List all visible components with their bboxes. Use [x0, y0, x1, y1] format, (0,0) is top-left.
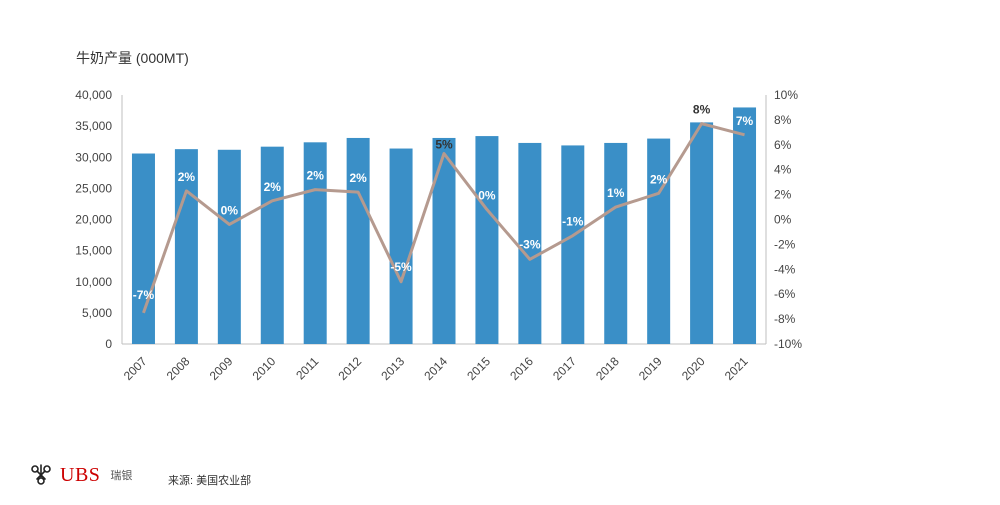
growth-data-label: 7% — [736, 114, 754, 128]
growth-line — [142, 122, 745, 314]
bar — [346, 137, 370, 344]
x-tick-label: 2019 — [636, 354, 665, 383]
bar — [432, 137, 456, 344]
growth-data-label: 5% — [435, 138, 453, 152]
x-tick-label: 2021 — [722, 354, 751, 383]
source-note: 来源: 美国农业部 — [168, 475, 252, 487]
y-left-tick-label: 40,000 — [75, 88, 112, 102]
growth-data-label: 0% — [221, 203, 239, 217]
x-tick-label: 2014 — [421, 354, 450, 383]
bar — [518, 142, 542, 344]
growth-data-label: 2% — [650, 172, 668, 186]
growth-data-label: -5% — [390, 260, 412, 274]
ubs-logo: UBS 瑞银 — [28, 462, 132, 488]
growth-data-label: 2% — [307, 169, 325, 183]
bar — [174, 149, 198, 344]
growth-data-label: 0% — [478, 189, 496, 203]
x-tick-label: 2007 — [121, 354, 150, 383]
y-left-tick-label: 35,000 — [75, 119, 112, 133]
y-left-tick-label: 10,000 — [75, 275, 112, 289]
growth-data-label: 2% — [264, 180, 282, 194]
y-left-tick-label: 30,000 — [75, 150, 112, 164]
ubs-logo-text: UBS — [60, 463, 101, 486]
ubs-keys-icon — [31, 464, 51, 485]
ubs-logo-subtext: 瑞银 — [110, 470, 133, 482]
bar — [690, 122, 714, 344]
y-right-tick-label: 6% — [774, 138, 792, 152]
x-tick-label: 2015 — [464, 354, 493, 383]
y-right-tick-label: -2% — [774, 237, 796, 251]
x-tick-label: 2020 — [679, 354, 708, 383]
y-left-tick-label: 5,000 — [82, 306, 112, 320]
bar — [389, 148, 413, 344]
x-tick-label: 2008 — [164, 354, 193, 383]
y-left-tick-label: 15,000 — [75, 244, 112, 258]
growth-data-label: -1% — [562, 215, 584, 229]
x-tick-label: 2011 — [293, 354, 321, 382]
growth-data-label: 2% — [349, 171, 367, 185]
y-right-tick-label: 10% — [774, 88, 798, 102]
bar — [561, 145, 585, 344]
y-right-tick-label: -8% — [774, 312, 796, 326]
bar — [604, 142, 628, 344]
y-left-tick-label: 0 — [105, 337, 112, 351]
bar — [733, 107, 757, 344]
growth-data-label: 8% — [693, 103, 711, 117]
bar — [475, 136, 499, 344]
bar — [303, 142, 327, 344]
bar — [131, 153, 155, 344]
y-right-tick-label: -10% — [774, 337, 802, 351]
bar — [260, 146, 284, 344]
y-left-tick-label: 25,000 — [75, 181, 112, 195]
y-right-tick-label: -4% — [774, 262, 796, 276]
growth-data-label: 1% — [607, 186, 625, 200]
y-right-tick-label: 8% — [774, 113, 792, 127]
growth-data-label: -7% — [133, 288, 155, 302]
growth-data-label: -3% — [519, 237, 541, 251]
x-tick-label: 2013 — [378, 354, 407, 383]
x-tick-label: 2018 — [593, 354, 622, 383]
y-right-tick-label: 0% — [774, 213, 792, 227]
x-tick-label: 2017 — [550, 354, 579, 383]
y-right-tick-label: -6% — [774, 287, 796, 301]
y-left-tick-label: 20,000 — [75, 213, 112, 227]
bar — [217, 149, 241, 344]
x-tick-label: 2016 — [507, 354, 536, 383]
x-tick-label: 2010 — [250, 354, 279, 383]
bar — [647, 138, 671, 344]
x-tick-label: 2009 — [207, 354, 236, 383]
y-right-tick-label: 2% — [774, 188, 792, 202]
growth-data-label: 2% — [178, 170, 196, 184]
x-tick-label: 2012 — [335, 354, 364, 383]
y-right-tick-label: 4% — [774, 163, 792, 177]
chart-title: 牛奶产量 (000MT) — [76, 50, 189, 66]
